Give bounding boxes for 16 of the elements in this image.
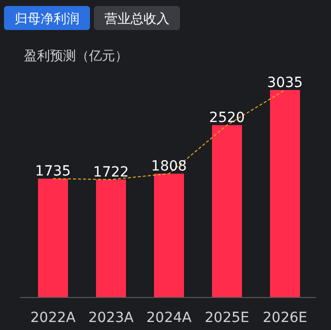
data-label: 1808 [151, 158, 187, 175]
bar [96, 180, 126, 297]
x-tick-label: 2026E [262, 310, 308, 326]
bar [38, 178, 68, 297]
data-label: 1722 [93, 164, 129, 181]
x-tick-label: 2022A [30, 310, 76, 326]
bar [212, 125, 242, 297]
chart-title: 盈利预测（亿元） [24, 49, 128, 64]
data-label: 2520 [209, 110, 245, 126]
x-tick-label: 2024A [146, 310, 192, 326]
data-label: 3035 [267, 75, 303, 91]
bar [154, 174, 184, 297]
x-tick-label: 2023A [88, 310, 134, 326]
data-label: 1735 [35, 164, 71, 180]
bar [270, 90, 300, 297]
x-tick-label: 2025E [204, 310, 250, 326]
